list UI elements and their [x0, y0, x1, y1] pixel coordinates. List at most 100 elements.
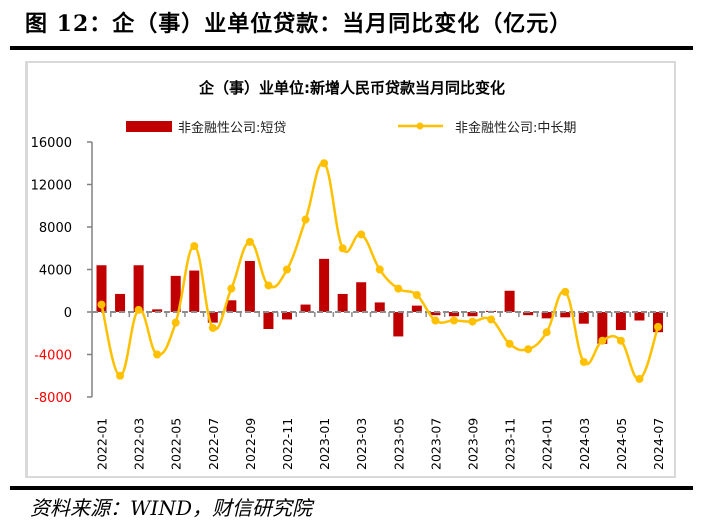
line-point-2024-06	[635, 374, 644, 383]
top-rule	[10, 46, 693, 50]
bar-2024-06	[634, 312, 645, 321]
legend-line-marker	[416, 122, 424, 130]
bar-2023-03	[356, 282, 367, 312]
y-tick-label: 4000	[39, 264, 72, 279]
x-tick-label: 2023-03	[354, 418, 369, 470]
line-point-2022-03	[134, 305, 143, 314]
x-tick-label: 2024-03	[577, 418, 592, 470]
line-point-2022-07	[208, 323, 217, 332]
line-point-2023-04	[375, 265, 384, 274]
line-point-2023-06	[412, 291, 421, 299]
line-point-2022-08	[227, 284, 236, 293]
legend: 非金融性公司:短贷 非金融性公司:中长期	[126, 120, 576, 136]
line-point-2024-04	[598, 336, 607, 345]
line-point-2023-08	[449, 316, 458, 325]
bar-series	[96, 258, 663, 344]
bar-2023-09	[467, 312, 478, 317]
line-point-2023-10	[487, 315, 496, 324]
bar-2024-01	[541, 312, 552, 319]
x-tick-label: 2022-07	[206, 418, 221, 470]
bar-2022-06	[189, 270, 200, 312]
bar-2022-09	[244, 261, 255, 312]
zero-line	[91, 311, 669, 317]
x-tick-label: 2023-11	[503, 418, 518, 470]
line-point-2022-04	[153, 350, 162, 359]
x-tick-label: 2023-09	[466, 418, 481, 470]
line-point-2024-03	[579, 357, 588, 366]
bar-2023-02	[337, 293, 348, 312]
bar-2022-11	[282, 312, 292, 320]
bar-2022-04	[152, 309, 163, 312]
x-axis: 2022-01 2022-03 2022-05 2022-07 2022-09 2022-…	[95, 418, 667, 470]
legend-line-label: 非金融性公司:中长期	[455, 120, 576, 136]
line-point-2023-11	[505, 339, 514, 348]
line-point-2023-02	[338, 244, 347, 253]
bar-2023-06	[411, 305, 422, 312]
legend-bar-label: 非金融性公司:短贷	[178, 120, 286, 136]
line-point-2023-07	[431, 316, 440, 325]
chart-title: 企（事）业单位:新增人民币贷款当月同比变化	[198, 79, 505, 97]
bar-2024-05	[615, 312, 626, 331]
bar-2023-05	[393, 312, 404, 337]
bar-2023-08	[448, 312, 459, 317]
x-tick-label: 2024-05	[614, 418, 629, 470]
bar-2022-01	[96, 265, 107, 312]
bar-2024-03	[578, 312, 589, 324]
chart-frame	[25, 61, 676, 478]
line-point-2024-02	[561, 287, 570, 296]
line-point-2023-01	[320, 159, 329, 168]
bar-2023-07	[430, 312, 441, 316]
x-tick-label: 2022-05	[169, 418, 184, 470]
y-tick-label: 16000	[31, 136, 72, 151]
line-point-2022-09	[245, 237, 254, 246]
y-tick-label: 12000	[31, 179, 72, 194]
x-tick-label: 2022-03	[132, 418, 147, 470]
line-point-2022-05	[171, 318, 180, 327]
line-point-2024-01	[542, 328, 551, 337]
legend-bar-swatch	[126, 121, 172, 132]
bar-2024-07	[653, 312, 663, 333]
bar-2022-12	[300, 304, 311, 312]
line-point-2024-05	[616, 336, 625, 345]
bar-2022-05	[170, 275, 181, 312]
line-point-2022-06	[190, 242, 199, 251]
y-axis: 16000 12000 8000 4000 0 -4000 -8000	[31, 136, 93, 406]
line-point-2022-10	[264, 281, 273, 290]
line-point-2023-03	[357, 230, 366, 239]
line-point-2023-05	[394, 284, 403, 293]
bar-2023-01	[319, 258, 330, 312]
bar-2023-12	[523, 312, 534, 316]
line-point-2024-07	[654, 322, 662, 331]
bar-2022-03	[133, 265, 144, 312]
line-point-2022-11	[283, 265, 291, 274]
line-point-2022-12	[301, 215, 310, 224]
y-tick-label: 8000	[39, 221, 72, 236]
x-tick-label: 2024-07	[651, 418, 666, 470]
x-tick-label: 2022-01	[95, 418, 110, 470]
line-point-2023-09	[468, 317, 477, 326]
x-tick-label: 2023-05	[391, 418, 406, 470]
line-point-2022-02	[116, 371, 125, 380]
bar-2022-08	[226, 300, 237, 312]
line-series	[97, 159, 662, 383]
bar-2022-10	[263, 312, 274, 329]
x-tick-label: 2022-11	[280, 418, 295, 470]
bar-2024-02	[560, 312, 571, 318]
x-tick-label: 2024-01	[540, 418, 555, 470]
figure-title: 图 12：企（事）业单位贷款：当月同比变化（亿元）	[25, 11, 573, 37]
bar-2022-02	[115, 293, 126, 312]
x-tick-label: 2023-01	[317, 418, 332, 470]
y-tick-label: -8000	[34, 391, 72, 406]
x-tick-label: 2023-07	[428, 418, 443, 470]
bar-2024-04	[597, 312, 608, 344]
bar-2023-11	[504, 290, 515, 312]
bottom-rule	[10, 486, 693, 490]
x-tick-label: 2022-09	[243, 418, 258, 470]
bar-2022-07	[207, 312, 218, 323]
y-tick-label: -4000	[34, 349, 72, 364]
bar-2023-04	[374, 302, 385, 312]
line-point-2022-01	[97, 300, 106, 309]
y-tick-label: 0	[64, 306, 72, 321]
line-point-2023-12	[524, 345, 533, 354]
